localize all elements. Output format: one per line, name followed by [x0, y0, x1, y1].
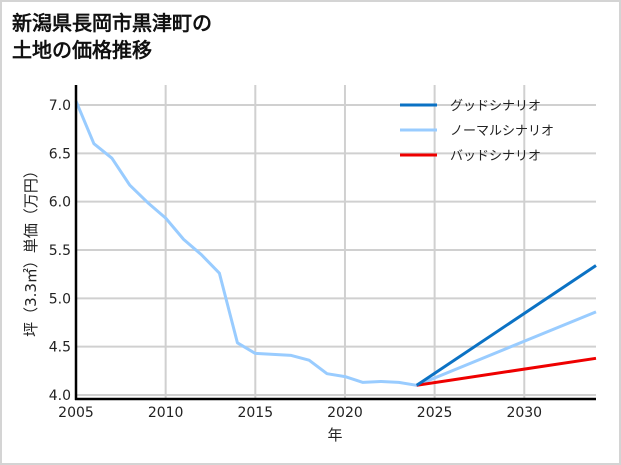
y-tick-label: 5.5 [49, 243, 71, 259]
series-line [74, 100, 597, 387]
y-tick-label: 4.0 [49, 388, 71, 404]
x-tick-label: 2015 [237, 405, 273, 421]
legend-label: グッドシナリオ [450, 99, 541, 114]
y-axis-ticks: 4.0 4.5 5.0 5.5 6.0 6.5 7.0 [49, 98, 71, 404]
y-tick-label: 6.5 [49, 146, 71, 162]
x-axis-label: 年 [327, 426, 342, 444]
y-tick-label: 6.0 [49, 195, 71, 211]
x-tick-label: 2025 [417, 405, 453, 421]
x-tick-label: 2010 [148, 405, 184, 421]
chart-title-line1: 新潟県長岡市黒津町の [12, 11, 212, 35]
x-tick-label: 2005 [58, 405, 94, 421]
legend-label: ノーマルシナリオ [450, 124, 554, 139]
y-tick-label: 4.5 [49, 340, 71, 356]
x-axis-ticks: 2005 2010 2015 2020 2025 2030 [58, 405, 542, 421]
y-tick-label: 7.0 [49, 98, 71, 114]
grid-lines [76, 85, 596, 399]
data-series [74, 100, 597, 387]
series-line [416, 356, 597, 387]
x-tick-label: 2020 [327, 405, 363, 421]
legend-label: バッドシナリオ [450, 149, 541, 164]
axes [74, 85, 596, 401]
y-axis-label: 坪（3.3㎡）単価（万円） [22, 163, 40, 337]
chart-title-line2: 土地の価格推移 [12, 38, 152, 62]
series-line [415, 264, 597, 387]
chart-title: 新潟県長岡市黒津町の 土地の価格推移 [12, 10, 212, 64]
x-tick-label: 2030 [506, 405, 542, 421]
y-tick-label: 5.0 [49, 291, 71, 307]
